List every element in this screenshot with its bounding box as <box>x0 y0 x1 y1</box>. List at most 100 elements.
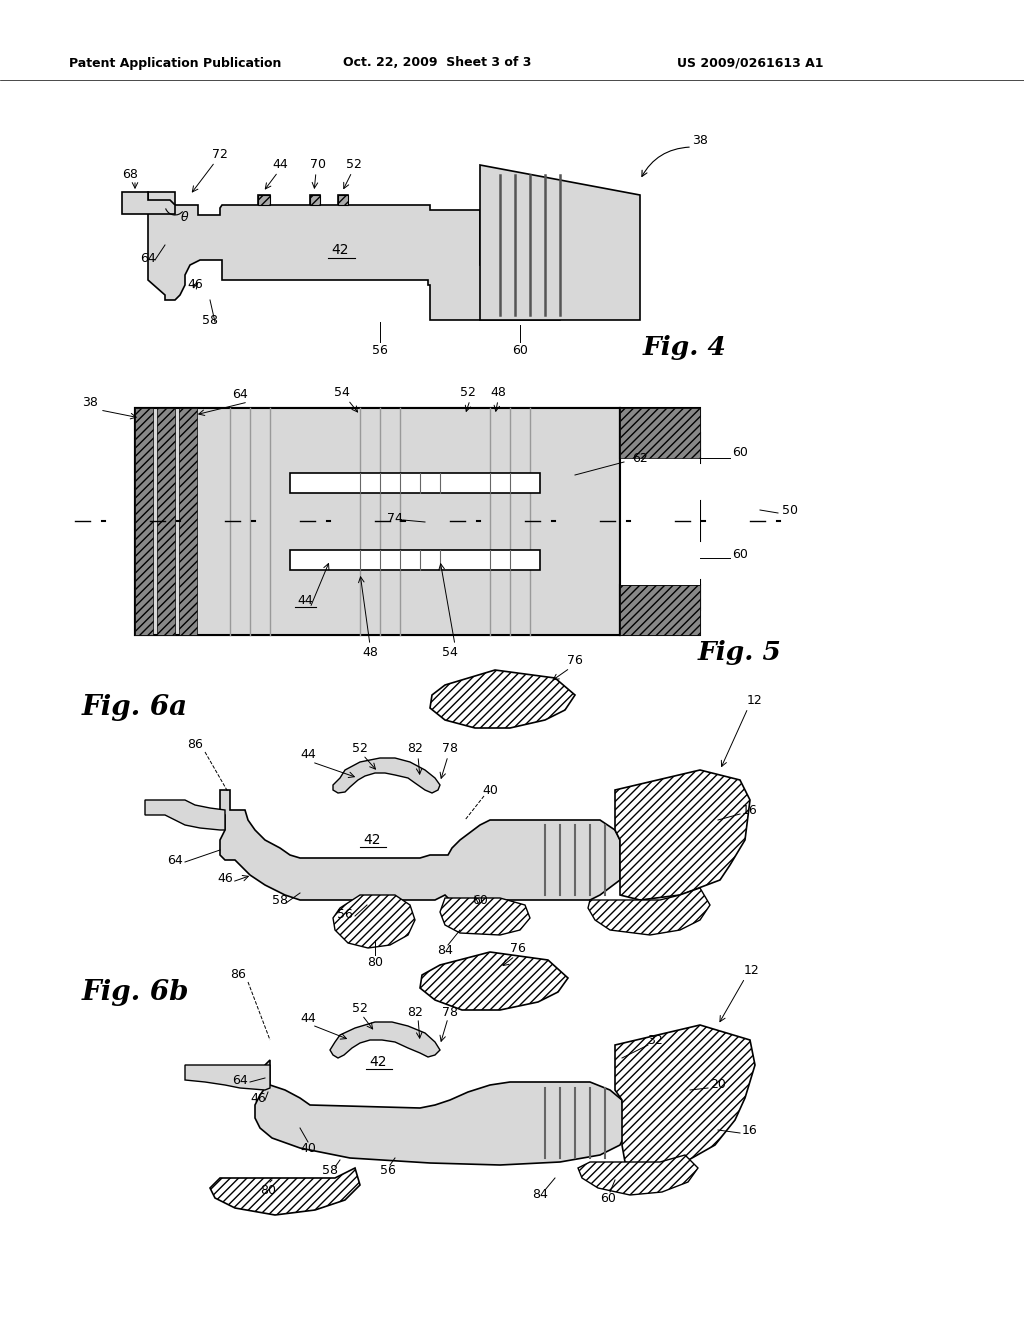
Text: 56: 56 <box>337 908 353 921</box>
Text: 32: 32 <box>647 1034 663 1047</box>
Text: 50: 50 <box>782 503 798 516</box>
Text: 16: 16 <box>742 1123 758 1137</box>
Text: Oct. 22, 2009  Sheet 3 of 3: Oct. 22, 2009 Sheet 3 of 3 <box>343 57 531 70</box>
Polygon shape <box>185 1065 270 1090</box>
Text: 44: 44 <box>272 158 288 172</box>
Polygon shape <box>333 758 440 793</box>
Polygon shape <box>333 895 415 948</box>
Polygon shape <box>135 408 700 635</box>
Text: 40: 40 <box>482 784 498 796</box>
Text: 76: 76 <box>510 941 526 954</box>
Text: 58: 58 <box>322 1163 338 1176</box>
Text: 80: 80 <box>260 1184 276 1196</box>
Text: 76: 76 <box>567 653 583 667</box>
Text: Fig. 6a: Fig. 6a <box>82 694 188 721</box>
Text: 44: 44 <box>300 1011 315 1024</box>
Text: 52: 52 <box>460 387 476 400</box>
Text: 46: 46 <box>187 279 203 292</box>
Text: 44: 44 <box>300 748 315 762</box>
Text: 54: 54 <box>442 645 458 659</box>
Text: 38: 38 <box>82 396 98 409</box>
Polygon shape <box>145 800 225 830</box>
Text: 48: 48 <box>362 645 378 659</box>
Polygon shape <box>480 165 640 319</box>
Text: 42: 42 <box>370 1055 387 1069</box>
Polygon shape <box>420 952 568 1010</box>
Polygon shape <box>179 408 197 635</box>
Text: 64: 64 <box>167 854 183 866</box>
Polygon shape <box>135 408 153 635</box>
Text: 48: 48 <box>490 387 506 400</box>
Text: 58: 58 <box>272 894 288 907</box>
Polygon shape <box>620 408 700 458</box>
Text: 78: 78 <box>442 1006 458 1019</box>
Polygon shape <box>135 408 620 635</box>
Text: Fig. 6b: Fig. 6b <box>82 979 189 1006</box>
Text: 64: 64 <box>232 388 248 401</box>
Text: 56: 56 <box>380 1163 396 1176</box>
Polygon shape <box>122 191 175 214</box>
Text: 52: 52 <box>352 1002 368 1015</box>
Text: 84: 84 <box>532 1188 548 1201</box>
Polygon shape <box>220 789 620 900</box>
Text: US 2009/0261613 A1: US 2009/0261613 A1 <box>677 57 823 70</box>
Text: $\theta$: $\theta$ <box>180 210 189 224</box>
Text: 60: 60 <box>732 549 748 561</box>
Text: 56: 56 <box>372 343 388 356</box>
Text: 86: 86 <box>187 738 203 751</box>
Text: 58: 58 <box>202 314 218 326</box>
Text: 82: 82 <box>408 1006 423 1019</box>
Polygon shape <box>615 770 750 900</box>
Text: 82: 82 <box>408 742 423 755</box>
Text: 70: 70 <box>310 158 326 172</box>
Text: 20: 20 <box>710 1078 726 1092</box>
Text: 12: 12 <box>748 693 763 706</box>
Text: 16: 16 <box>742 804 758 817</box>
Polygon shape <box>338 195 348 205</box>
Text: 40: 40 <box>300 1142 316 1155</box>
Polygon shape <box>148 191 560 319</box>
Text: 86: 86 <box>230 969 246 982</box>
Text: 12: 12 <box>744 964 760 977</box>
Text: 54: 54 <box>334 387 350 400</box>
Polygon shape <box>620 458 700 585</box>
Text: 60: 60 <box>472 894 488 907</box>
Text: 38: 38 <box>692 133 708 147</box>
Text: 52: 52 <box>346 158 361 172</box>
Text: 60: 60 <box>732 446 748 459</box>
Text: 42: 42 <box>331 243 349 257</box>
Text: 64: 64 <box>140 252 156 264</box>
Text: 78: 78 <box>442 742 458 755</box>
Text: 46: 46 <box>250 1092 266 1105</box>
Polygon shape <box>615 1026 755 1168</box>
Text: 72: 72 <box>212 149 228 161</box>
Polygon shape <box>620 408 700 458</box>
Text: 74: 74 <box>387 511 402 524</box>
Text: 60: 60 <box>512 343 528 356</box>
Text: Patent Application Publication: Patent Application Publication <box>69 57 282 70</box>
Polygon shape <box>440 898 530 935</box>
Polygon shape <box>258 195 270 205</box>
Text: 42: 42 <box>364 833 381 847</box>
Polygon shape <box>578 1155 698 1195</box>
Text: 62: 62 <box>632 451 648 465</box>
Polygon shape <box>620 585 700 635</box>
Polygon shape <box>430 671 575 729</box>
Text: 68: 68 <box>122 169 138 181</box>
Polygon shape <box>210 1168 360 1214</box>
Text: Fig. 5: Fig. 5 <box>698 640 782 665</box>
Text: 46: 46 <box>217 871 232 884</box>
Text: 84: 84 <box>437 944 453 957</box>
Text: 52: 52 <box>352 742 368 755</box>
Polygon shape <box>290 473 540 492</box>
Polygon shape <box>588 888 710 935</box>
Text: 64: 64 <box>232 1073 248 1086</box>
Polygon shape <box>310 195 319 205</box>
Polygon shape <box>620 585 700 635</box>
Polygon shape <box>290 550 540 570</box>
Polygon shape <box>330 1022 440 1059</box>
Text: Fig. 4: Fig. 4 <box>643 335 727 360</box>
Text: 60: 60 <box>600 1192 616 1204</box>
Polygon shape <box>255 1060 625 1166</box>
Text: 44: 44 <box>297 594 313 606</box>
